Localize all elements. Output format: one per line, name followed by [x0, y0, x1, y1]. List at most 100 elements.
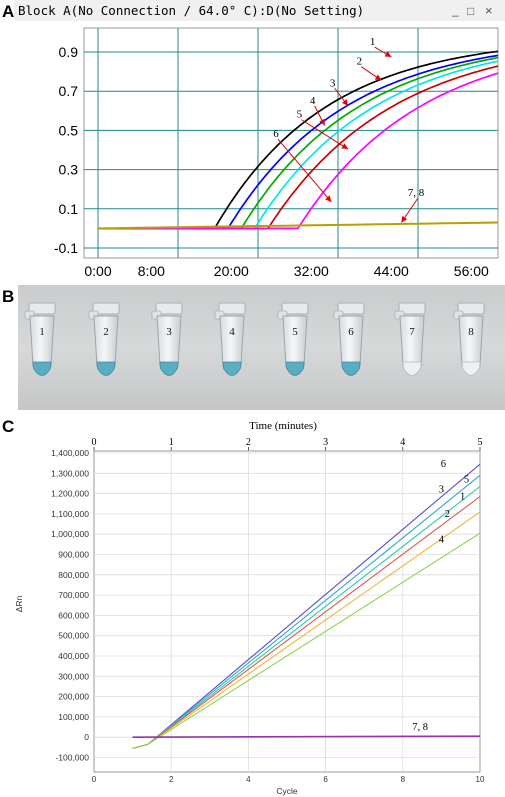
tube-liquid	[222, 361, 242, 376]
panel-a-y-tick-label: 0.7	[59, 83, 79, 99]
panel-c-top-tick-label: 4	[400, 437, 405, 448]
panel-a-annotation-label: 2	[357, 56, 363, 68]
panel-letter-a: A	[2, 2, 14, 21]
tube-label: 3	[166, 326, 172, 338]
panel-c-curve-label: 6	[441, 459, 446, 470]
panel-a: A Block A(No Connection / 64.0° C):D(No …	[2, 0, 505, 279]
panel-a-x-tick-labels: 0:00 8:00 20:00 32:00 44:00 56:00	[84, 263, 489, 279]
panel-a-annotation-arrow	[301, 119, 349, 150]
panel-c-top-tick-label: 2	[246, 437, 251, 448]
panel-a-gridlines	[84, 28, 498, 258]
panel-c-curve-label: 4	[439, 534, 445, 545]
panel-a-x-tick-label: 0:00	[84, 263, 111, 279]
panel-c-x-tick-labels: 0 2 4 6 8 10	[92, 775, 485, 784]
panel-a-annotation-arrowhead	[341, 99, 348, 106]
tube-cap	[337, 302, 365, 315]
panel-c-y-tick-label: 1,100,000	[51, 509, 89, 519]
tube-cap	[457, 302, 485, 315]
panel-a-annotation-arrowhead	[401, 215, 408, 223]
tube-label: 7	[409, 326, 415, 338]
tube-8: 8	[453, 302, 485, 376]
tube-liquid	[461, 361, 481, 376]
panel-c-x-tick-label: 8	[401, 775, 406, 784]
panel-c-y-tick-label: 100,000	[58, 712, 89, 722]
panel-c-y-tick-label: 500,000	[58, 631, 89, 641]
panel-c-y-tick-label: 900,000	[58, 550, 89, 560]
panel-a-y-tick-label: 0.3	[59, 162, 79, 178]
panel-c-y-tick-label: 300,000	[58, 671, 89, 681]
panel-a-y-tick-labels: 0.9 0.7 0.5 0.3 0.1 -0.1	[54, 44, 78, 256]
panel-a-y-tick-label: 0.9	[59, 44, 79, 60]
panel-a-annotation-arrowhead	[384, 51, 392, 57]
tube-liquid	[341, 361, 361, 376]
panel-a-y-tick-label: -0.1	[54, 240, 78, 256]
panel-a-x-tick-label: 44:00	[374, 263, 409, 279]
panel-a-annotations: 12 3 45 6 7, 8	[273, 36, 425, 223]
panel-c-x-axis-label: Cycle	[276, 786, 298, 796]
panel-c-y-tick-label: 0	[84, 732, 89, 742]
tube-liquid	[402, 361, 422, 376]
panel-a-annotation-label: 1	[370, 36, 376, 48]
minimize-button[interactable]: _	[451, 3, 459, 17]
tube-cap	[281, 302, 309, 315]
tube-cap	[398, 302, 426, 315]
tube-liquid	[285, 361, 305, 376]
tube-cap	[218, 302, 246, 315]
panel-a-y-tick-label: 0.1	[59, 201, 79, 217]
panel-a-annotation-label: 7, 8	[408, 187, 425, 199]
panel-a-titlebar	[14, 0, 505, 21]
panel-a-annotation-arrowhead	[374, 74, 382, 81]
maximize-button[interactable]: □	[467, 4, 474, 18]
tube-label: 8	[468, 326, 474, 338]
panel-c-x-tick-label: 10	[476, 775, 485, 784]
tube-7: 7	[394, 302, 426, 376]
panel-c-top-tick-label: 5	[478, 437, 483, 448]
window-controls: _ □ ×	[451, 3, 493, 18]
close-button[interactable]: ×	[485, 3, 493, 18]
tube-photo-background	[18, 285, 505, 410]
panel-a-window-title: Block A(No Connection / 64.0° C):D(No Se…	[18, 3, 364, 18]
panel-c-series-line-4	[132, 532, 481, 749]
tube-label: 4	[229, 326, 235, 338]
panel-c-x-tick-label: 2	[169, 775, 174, 784]
panel-c-top-tick-label: 0	[92, 437, 97, 448]
panel-c-x-tick-label: 4	[246, 775, 251, 784]
tube-row: 1 2 3 4 5 6 7 8	[24, 302, 485, 376]
panel-a-series	[97, 50, 499, 230]
panel-c-y-tick-label: 1,300,000	[51, 468, 89, 478]
panel-c-y-tick-label: 200,000	[58, 692, 89, 702]
panel-a-y-tick-label: 0.5	[59, 122, 79, 138]
panel-c-y-tick-label: 800,000	[58, 570, 89, 580]
panel-a-annotation-label: 3	[330, 77, 336, 89]
panel-c-y-tick-label: 400,000	[58, 651, 89, 661]
tube-5: 5	[277, 302, 309, 376]
panel-c-x-tick-label: 6	[323, 775, 328, 784]
panel-a-annotation-arrowhead	[319, 118, 325, 126]
tube-liquid	[32, 361, 52, 376]
top-axis-label: Time (minutes)	[249, 420, 317, 432]
tube-liquid	[159, 361, 179, 376]
panel-c-series-line-7-8	[132, 735, 481, 738]
panel-c-curve-label: 7, 8	[412, 722, 428, 733]
panel-a-annotation-label: 5	[297, 109, 303, 121]
tube-label: 1	[39, 326, 45, 338]
panel-b: B 1 2 3 4 5 6 7 8	[2, 285, 505, 410]
tube-liquid	[96, 361, 116, 376]
tube-label: 2	[103, 326, 109, 338]
panel-a-x-tick-label: 56:00	[454, 263, 489, 279]
panel-letter-b: B	[2, 287, 14, 306]
panel-c-curve-label: 2	[445, 509, 450, 520]
panel-a-x-tick-label: 20:00	[214, 263, 249, 279]
panel-c-curve-label: 5	[464, 474, 469, 485]
panel-c-y-tick-label: 1,200,000	[51, 489, 89, 499]
panel-c-plot-frame	[93, 450, 481, 773]
panel-a-annotation-label: 4	[310, 95, 316, 107]
tube-1: 1	[24, 302, 56, 376]
panel-c-y-tick-label: 700,000	[58, 590, 89, 600]
panel-a-annotation-arrow	[277, 138, 332, 203]
panel-a-series-line-7-8	[97, 221, 499, 230]
panel-c-curve-label: 3	[439, 485, 444, 496]
panel-a-x-tick-label: 32:00	[294, 263, 329, 279]
